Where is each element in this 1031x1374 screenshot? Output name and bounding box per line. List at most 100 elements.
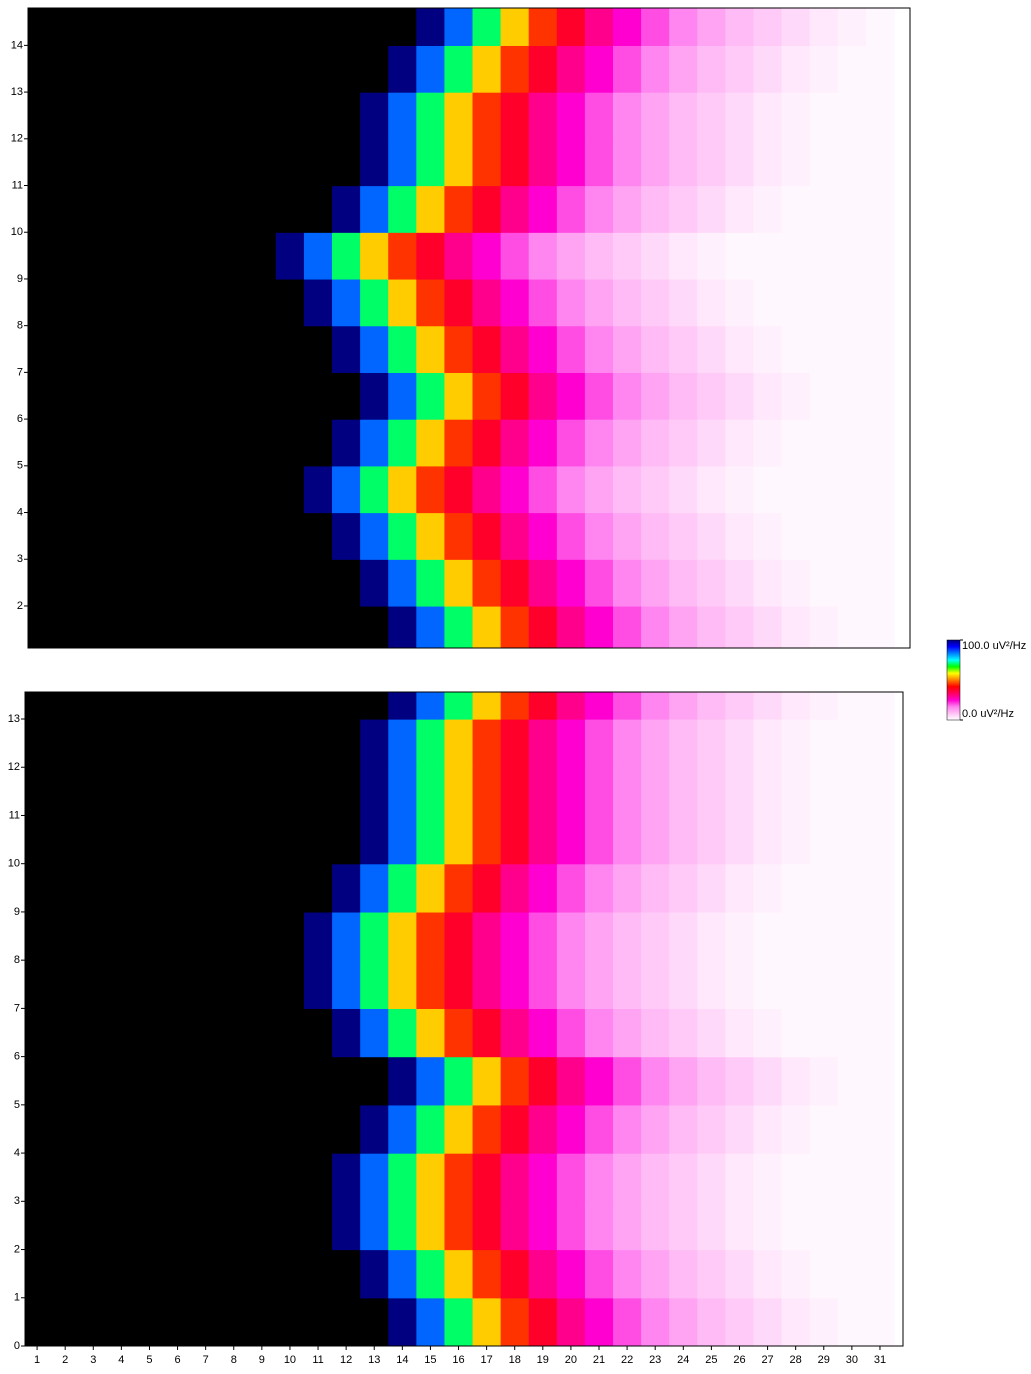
heatmap-cell (669, 419, 698, 467)
heatmap-cell (247, 419, 277, 467)
heatmap-cell (613, 8, 642, 46)
heatmap-cell (247, 605, 277, 648)
heatmap-cell (163, 719, 193, 768)
heatmap-cell (332, 45, 361, 93)
heatmap-cell (28, 419, 52, 467)
heatmap-cell (669, 465, 698, 514)
heatmap-cell (837, 1104, 867, 1154)
heatmap-cell (472, 8, 502, 46)
heatmap-cell (725, 372, 755, 420)
heatmap-cell (613, 1153, 642, 1202)
heatmap-cell (360, 1297, 389, 1346)
heatmap-cell (753, 960, 783, 1009)
heatmap-cell (697, 1153, 727, 1202)
heatmap-cell (107, 8, 136, 46)
heatmap-cell (725, 911, 755, 961)
heatmap-cell (697, 692, 727, 720)
heatmap-cell (163, 911, 193, 961)
heatmap-cell (556, 719, 586, 768)
heatmap-cell (781, 960, 811, 1009)
heatmap-cell (219, 512, 249, 560)
y-tick-label: 2 (14, 1243, 20, 1255)
x-tick-label: 30 (846, 1354, 858, 1366)
heatmap-cell (781, 512, 811, 560)
heatmap-cell (79, 465, 108, 514)
heatmap-cell (584, 138, 614, 187)
heatmap-cell (135, 372, 165, 420)
heatmap-cell (51, 719, 80, 768)
heatmap-cell (219, 278, 249, 327)
heatmap-cell (219, 960, 249, 1009)
heatmap-cell (641, 815, 670, 865)
heatmap-cell (528, 559, 558, 607)
heatmap-cell (556, 45, 586, 93)
heatmap-cell (641, 1104, 670, 1154)
heatmap-cell (360, 1104, 389, 1154)
heatmap-cell (332, 1008, 361, 1058)
heatmap-cell (781, 1297, 811, 1346)
heatmap-cell (641, 465, 670, 514)
heatmap-cell (28, 185, 52, 233)
heatmap-cell (725, 1297, 755, 1346)
heatmap-cell (837, 45, 867, 93)
heatmap-cell (107, 1201, 137, 1251)
heatmap-cell (556, 863, 586, 913)
heatmap-cell (135, 1104, 165, 1154)
heatmap-cell (51, 45, 80, 93)
heatmap-cell (135, 512, 165, 560)
heatmap-cell (697, 465, 726, 514)
heatmap-cell (837, 1056, 867, 1106)
heatmap-cell (25, 1056, 52, 1106)
heatmap-cell (332, 232, 361, 280)
heatmap-cell (219, 863, 249, 913)
y-tick-label: 13 (11, 86, 23, 98)
heatmap-cell (28, 372, 52, 420)
heatmap-cell (528, 1008, 558, 1058)
heatmap-cell (613, 138, 642, 187)
heatmap-cell (247, 8, 277, 46)
heatmap-cell (303, 559, 333, 607)
heatmap-cell (781, 719, 811, 768)
heatmap-cell (556, 960, 586, 1009)
heatmap-cell (303, 185, 333, 233)
heatmap-cell (303, 605, 333, 648)
heatmap-cell (781, 45, 811, 93)
heatmap-cell (669, 559, 698, 607)
heatmap-cell (332, 559, 361, 607)
heatmap-cell (556, 1249, 586, 1299)
x-tick-label: 5 (146, 1354, 152, 1366)
heatmap-cell (556, 232, 586, 280)
heatmap-cell (275, 465, 305, 514)
heatmap-cell (79, 278, 108, 327)
heatmap-cell (697, 8, 726, 46)
heatmap-cell (332, 863, 361, 913)
heatmap-cell (472, 185, 502, 233)
heatmap-cell (51, 559, 80, 607)
heatmap-cell (584, 605, 614, 648)
heatmap-cell (809, 605, 839, 648)
heatmap-cell (135, 419, 165, 467)
heatmap-cell (584, 45, 614, 93)
heatmap-cell (107, 1153, 137, 1202)
heatmap-cell (528, 863, 558, 913)
y-tick-label: 6 (17, 413, 23, 425)
heatmap-cell (528, 719, 558, 768)
heatmap-cell (584, 512, 614, 560)
heatmap-cell (584, 325, 614, 373)
heatmap-cell (444, 1008, 474, 1058)
heatmap-cell (247, 232, 277, 280)
heatmap-cell (697, 559, 726, 607)
heatmap-cell (275, 45, 305, 93)
heatmap-cell (444, 185, 474, 233)
heatmap-cell (865, 692, 895, 720)
heatmap-cell (388, 605, 417, 648)
heatmap-cell (781, 1104, 811, 1154)
heatmap-cell (332, 1153, 361, 1202)
heatmap-cell (865, 767, 895, 817)
heatmap-cell (472, 138, 502, 187)
y-tick-label: 7 (17, 366, 23, 378)
heatmap-cell (865, 232, 895, 280)
x-tick-label: 14 (396, 1354, 408, 1366)
heatmap-cell (753, 8, 783, 46)
heatmap-cell (191, 138, 221, 187)
